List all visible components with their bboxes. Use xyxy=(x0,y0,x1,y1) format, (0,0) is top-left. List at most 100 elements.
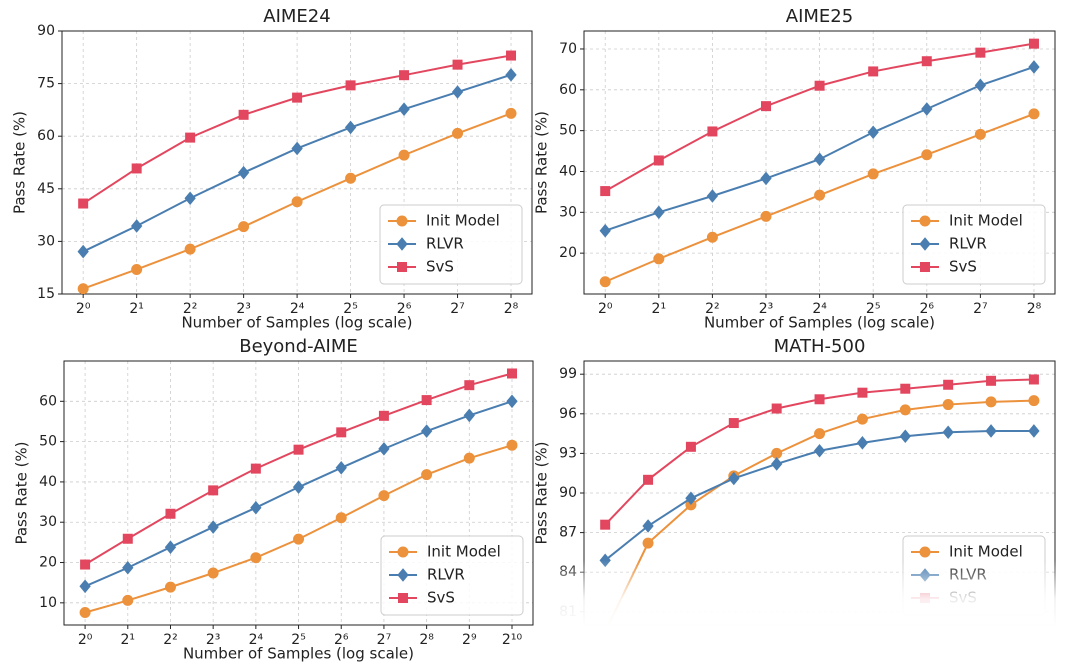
y-tick-label: 90 xyxy=(559,485,577,501)
x-tick-label: 2⁴ xyxy=(812,301,827,317)
y-tick-label: 60 xyxy=(559,82,577,98)
marker xyxy=(600,519,611,530)
marker xyxy=(1028,424,1040,438)
marker xyxy=(397,568,409,582)
marker xyxy=(396,215,408,227)
marker xyxy=(814,80,825,91)
x-tick-label: 2² xyxy=(705,301,720,317)
x-tick-label: 2⁸ xyxy=(504,301,519,317)
marker xyxy=(207,567,219,579)
marker xyxy=(79,579,91,594)
marker xyxy=(642,519,654,533)
marker xyxy=(653,205,665,220)
y-tick-label: 96 xyxy=(559,406,577,422)
y-tick-label: 75 xyxy=(37,76,55,92)
x-axis-label: Number of Samples (log scale) xyxy=(704,314,935,332)
y-tick-label: 93 xyxy=(559,445,577,461)
marker xyxy=(599,276,611,288)
marker xyxy=(867,168,879,180)
y-tick-label: 40 xyxy=(39,474,57,490)
marker xyxy=(291,141,303,156)
marker xyxy=(77,244,89,259)
y-tick-label: 30 xyxy=(37,233,55,249)
fade-overlay xyxy=(560,560,1080,671)
x-tick-label: 2⁰ xyxy=(598,301,613,317)
marker xyxy=(919,215,931,227)
legend-label: SvS xyxy=(949,258,977,276)
x-tick-label: 2¹ xyxy=(129,301,144,317)
marker xyxy=(506,50,517,61)
y-tick-label: 15 xyxy=(37,286,55,302)
y-tick-label: 99 xyxy=(559,366,577,382)
y-tick-label: 20 xyxy=(39,555,57,571)
marker xyxy=(985,424,997,438)
marker xyxy=(398,593,408,603)
marker xyxy=(291,196,303,208)
marker xyxy=(165,508,176,519)
x-tick-label: 2⁷ xyxy=(450,301,465,317)
marker xyxy=(942,399,954,411)
x-tick-label: 2⁶ xyxy=(334,632,349,648)
x-tick-label: 2⁵ xyxy=(291,632,306,648)
marker xyxy=(642,537,654,549)
y-tick-label: 50 xyxy=(39,434,57,450)
marker xyxy=(685,491,697,506)
marker xyxy=(378,442,390,456)
marker xyxy=(237,165,250,180)
x-tick-label: 2⁰ xyxy=(78,632,93,648)
legend-label: Init Model xyxy=(949,212,1023,230)
marker xyxy=(600,186,611,197)
x-tick-label: 2⁵ xyxy=(866,301,881,317)
marker xyxy=(122,594,134,606)
marker xyxy=(974,78,987,93)
y-axis-label: Pass Rate (%) xyxy=(11,111,29,214)
marker xyxy=(344,120,357,135)
marker xyxy=(399,70,410,81)
marker xyxy=(451,85,464,99)
marker xyxy=(921,56,932,67)
marker xyxy=(867,125,879,140)
marker xyxy=(506,439,518,451)
marker xyxy=(1028,395,1040,407)
legend-box xyxy=(380,535,524,616)
marker xyxy=(292,92,303,103)
legend-label: Init Model xyxy=(426,212,500,230)
marker xyxy=(293,533,305,545)
y-tick-label: 70 xyxy=(559,41,577,57)
marker xyxy=(814,428,826,440)
marker xyxy=(1028,108,1040,120)
chart-title: AIME24 xyxy=(263,6,330,27)
marker xyxy=(899,429,911,444)
x-tick-label: 2⁰ xyxy=(76,301,91,317)
chart-title: MATH-500 xyxy=(774,336,866,357)
x-tick-label: 2² xyxy=(183,301,198,317)
x-tick-label: 2⁷ xyxy=(377,632,392,648)
marker xyxy=(505,107,517,119)
marker xyxy=(378,410,389,421)
marker xyxy=(250,463,261,474)
marker xyxy=(974,128,986,140)
plot-area xyxy=(599,374,1040,625)
marker xyxy=(728,471,740,486)
marker xyxy=(856,413,868,425)
marker xyxy=(599,223,611,238)
marker xyxy=(1028,374,1039,385)
marker xyxy=(398,149,410,161)
marker xyxy=(131,263,143,275)
marker xyxy=(919,546,931,558)
marker xyxy=(985,396,997,408)
x-tick-label: 2⁴ xyxy=(249,632,264,648)
marker xyxy=(942,425,954,440)
marker xyxy=(761,101,772,112)
x-tick-label: 2⁶ xyxy=(397,301,412,317)
marker xyxy=(685,441,696,452)
marker xyxy=(131,163,142,174)
legend-label: RLVR xyxy=(426,235,464,253)
y-tick-label: 30 xyxy=(559,204,577,220)
marker xyxy=(397,546,409,558)
marker xyxy=(921,149,933,161)
marker xyxy=(420,424,433,438)
marker xyxy=(396,237,408,251)
marker xyxy=(397,262,407,272)
